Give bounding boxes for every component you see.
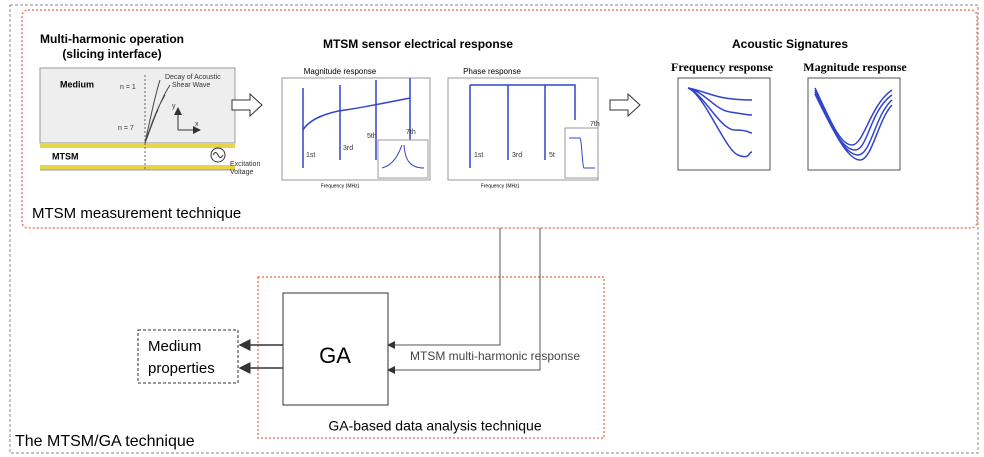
electrode: [40, 165, 235, 170]
inset: [378, 140, 428, 178]
axis-label: Frequency (MHz): [321, 183, 360, 189]
output-label: properties: [148, 360, 215, 377]
harmonic-label: 5th: [367, 133, 377, 140]
label: x: [195, 121, 199, 128]
plot-frame: [808, 78, 900, 170]
ga-label: GA: [319, 343, 351, 368]
panel-title: (slicing interface): [62, 47, 161, 61]
section-label: MTSM measurement technique: [32, 205, 241, 222]
input-label: MTSM multi-harmonic response: [410, 349, 580, 363]
panel-title: MTSM sensor electrical response: [323, 37, 513, 51]
plot-title: Frequency response: [671, 60, 774, 74]
panel-title: Multi-harmonic operation: [40, 32, 184, 46]
connector: [388, 228, 500, 345]
harmonic-label: 7th: [590, 121, 600, 128]
harmonic-label: 3rd: [343, 145, 353, 152]
flow-arrow: [610, 94, 640, 116]
harmonic-label: 3rd: [512, 152, 522, 159]
plot-title: Magnitude response: [304, 67, 377, 76]
diagram: Multi-harmonic operation (slicing interf…: [0, 0, 984, 457]
harmonic-label: 1st: [306, 152, 315, 159]
electrode: [40, 143, 235, 148]
page: Multi-harmonic operation (slicing interf…: [0, 0, 984, 457]
harmonic-label: 7th: [406, 129, 416, 136]
label: Medium: [60, 79, 94, 89]
panel-title: Acoustic Signatures: [732, 37, 848, 51]
flow-arrow: [232, 94, 262, 116]
label: Decay of Acoustic: [165, 74, 221, 81]
section-label: GA-based data analysis technique: [328, 418, 541, 434]
output-label: Medium: [148, 338, 201, 355]
plot-title: Magnitude response: [803, 60, 907, 74]
label: MTSM: [52, 151, 79, 161]
footer-label: The MTSM/GA technique: [15, 433, 195, 450]
label: Shear Wave: [172, 82, 210, 89]
harmonic-label: 1st: [474, 152, 483, 159]
label: n = 1: [120, 84, 136, 91]
plot-title: Phase response: [463, 67, 521, 76]
label: Excitation: [230, 161, 260, 168]
label: n = 7: [118, 125, 134, 132]
harmonic-label: 5t: [549, 152, 555, 159]
label: y: [172, 103, 176, 110]
axis-label: Frequency (MHz): [481, 183, 520, 189]
label: Voltage: [230, 169, 253, 176]
